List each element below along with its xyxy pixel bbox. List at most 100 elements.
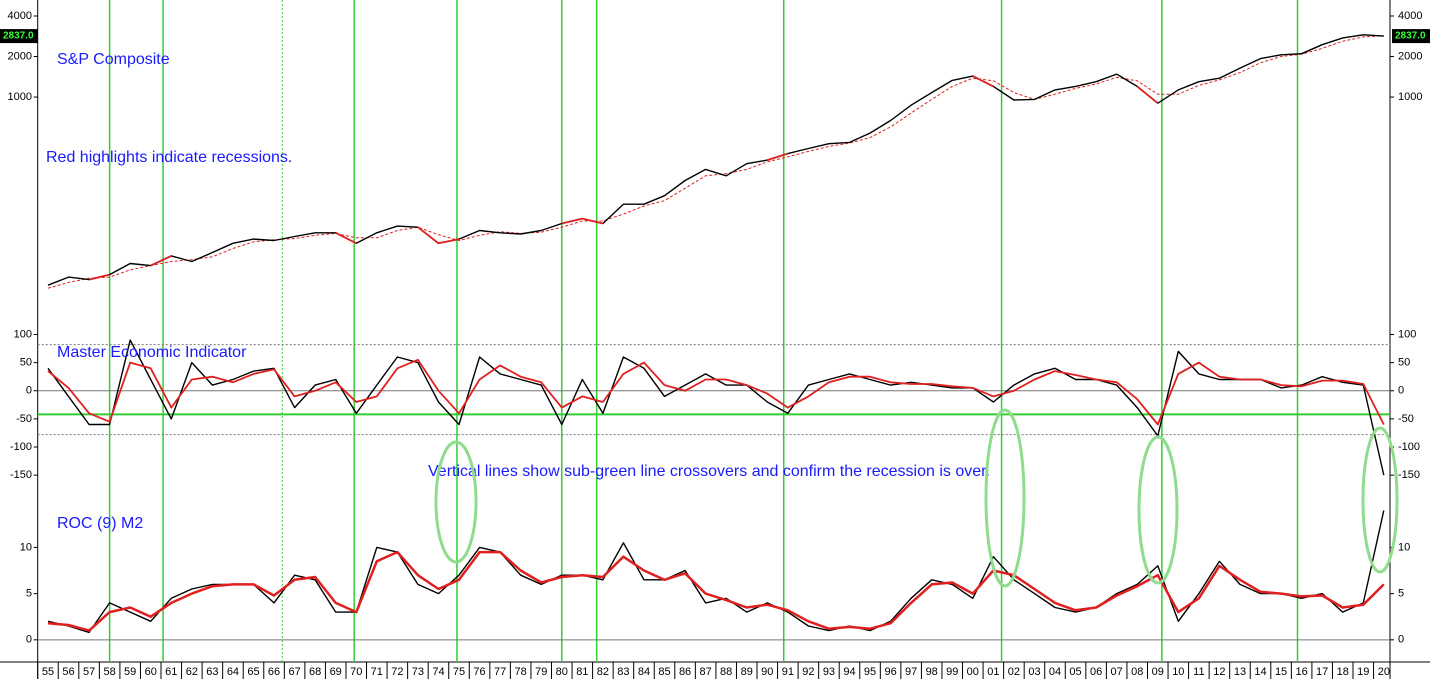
y-tick-label: 10 (1398, 541, 1410, 553)
x-tick-label: 10 (1172, 666, 1184, 678)
x-tick-label: 85 (658, 666, 670, 678)
last-value-label: 2837.0 (1395, 31, 1426, 42)
x-tick-label: 20 (1378, 666, 1390, 678)
x-tick-label: 14 (1254, 666, 1266, 678)
last-value-label: 2837.0 (3, 31, 34, 42)
x-tick-label: 94 (843, 666, 855, 678)
y-tick-label: 0 (26, 634, 32, 646)
last-value-box (1392, 29, 1430, 44)
x-tick-label: 86 (679, 666, 691, 678)
y-tick-label: 0 (1398, 385, 1404, 397)
x-tick-label: 77 (494, 666, 506, 678)
y-tick-label: -100 (1398, 441, 1420, 453)
x-tick-label: 64 (227, 666, 239, 678)
x-tick-label: 99 (946, 666, 958, 678)
x-tick-label: 79 (535, 666, 547, 678)
x-tick-label: 92 (802, 666, 814, 678)
y-tick-label: 5 (1398, 588, 1404, 600)
y-tick-label: 100 (14, 328, 32, 340)
x-tick-label: 88 (720, 666, 732, 678)
x-tick-label: 09 (1152, 666, 1164, 678)
x-tick-label: 71 (371, 666, 383, 678)
x-tick-label: 75 (453, 666, 465, 678)
x-tick-label: 02 (1008, 666, 1020, 678)
y-tick-label: 50 (20, 357, 32, 369)
y-tick-label: -100 (10, 441, 32, 453)
ellipse (984, 408, 1026, 588)
series-line (47, 510, 1385, 634)
y-tick-label: 2000 (8, 50, 32, 62)
x-tick-label: 61 (165, 666, 177, 678)
x-tick-label: 65 (247, 666, 259, 678)
x-tick-label: 18 (1337, 666, 1349, 678)
x-tick-label: 63 (206, 666, 218, 678)
x-tick-label: 80 (556, 666, 568, 678)
y-tick-label: 4000 (8, 10, 32, 22)
x-tick-label: 74 (432, 666, 444, 678)
annotation: Red highlights indicate recessions. (46, 149, 292, 166)
x-tick-label: 55 (42, 666, 54, 678)
y-tick-label: -150 (10, 469, 32, 481)
x-tick-label: 78 (515, 666, 527, 678)
x-tick-label: 15 (1275, 666, 1287, 678)
x-tick-label: 08 (1131, 666, 1143, 678)
x-tick-label: 82 (597, 666, 609, 678)
x-tick-label: 96 (884, 666, 896, 678)
y-tick-label: 5 (26, 588, 32, 600)
y-tick-label: 4000 (1398, 10, 1422, 22)
x-tick-label: 84 (638, 666, 650, 678)
x-tick-label: 66 (268, 666, 280, 678)
x-tick-label: 17 (1316, 666, 1328, 678)
x-tick-label: 76 (473, 666, 485, 678)
x-tick-label: 67 (288, 666, 300, 678)
x-tick-label: 07 (1111, 666, 1123, 678)
ellipse (1137, 435, 1179, 585)
x-tick-label: 00 (967, 666, 979, 678)
annotation: S&P Composite (57, 51, 170, 68)
x-tick-label: 98 (926, 666, 938, 678)
x-tick-label: 11 (1193, 666, 1204, 678)
y-tick-label: -50 (16, 413, 32, 425)
y-tick-label: 1000 (8, 91, 32, 103)
x-tick-label: 60 (145, 666, 157, 678)
y-tick-label: 50 (1398, 357, 1410, 369)
x-tick-label: 93 (823, 666, 835, 678)
y-tick-label: 100 (1398, 328, 1416, 340)
x-tick-label: 04 (1049, 666, 1061, 678)
x-tick-label: 01 (987, 666, 999, 678)
ellipse (434, 440, 478, 564)
x-tick-label: 56 (62, 666, 74, 678)
y-tick-label: 10 (20, 541, 32, 553)
x-tick-label: 87 (700, 666, 712, 678)
x-tick-label: 83 (617, 666, 629, 678)
x-tick-label: 58 (104, 666, 116, 678)
series-line (47, 34, 1384, 286)
x-tick-label: 70 (350, 666, 362, 678)
y-tick-label: -50 (1398, 413, 1414, 425)
annotation: Master Economic Indicator (57, 344, 247, 361)
x-tick-label: 03 (1028, 666, 1040, 678)
x-tick-label: 19 (1357, 666, 1369, 678)
series-line (47, 35, 1384, 289)
x-tick-label: 59 (124, 666, 136, 678)
x-tick-label: 06 (1090, 666, 1102, 678)
annotation: Vertical lines show sub-green line cross… (428, 463, 990, 480)
x-tick-label: 68 (309, 666, 321, 678)
highlight-ellipses (434, 408, 1399, 588)
x-tick-label: 97 (905, 666, 917, 678)
x-tick-label: 81 (576, 666, 588, 678)
series-line (88, 75, 1159, 281)
x-tick-label: 69 (330, 666, 342, 678)
x-tick-label: 62 (186, 666, 198, 678)
x-tick-label: 91 (782, 666, 794, 678)
y-tick-label: 0 (26, 385, 32, 397)
x-tick-label: 16 (1296, 666, 1308, 678)
series-line (47, 358, 1385, 426)
x-tick-label: 12 (1213, 666, 1225, 678)
ellipse (1361, 426, 1399, 574)
x-tick-label: 95 (864, 666, 876, 678)
